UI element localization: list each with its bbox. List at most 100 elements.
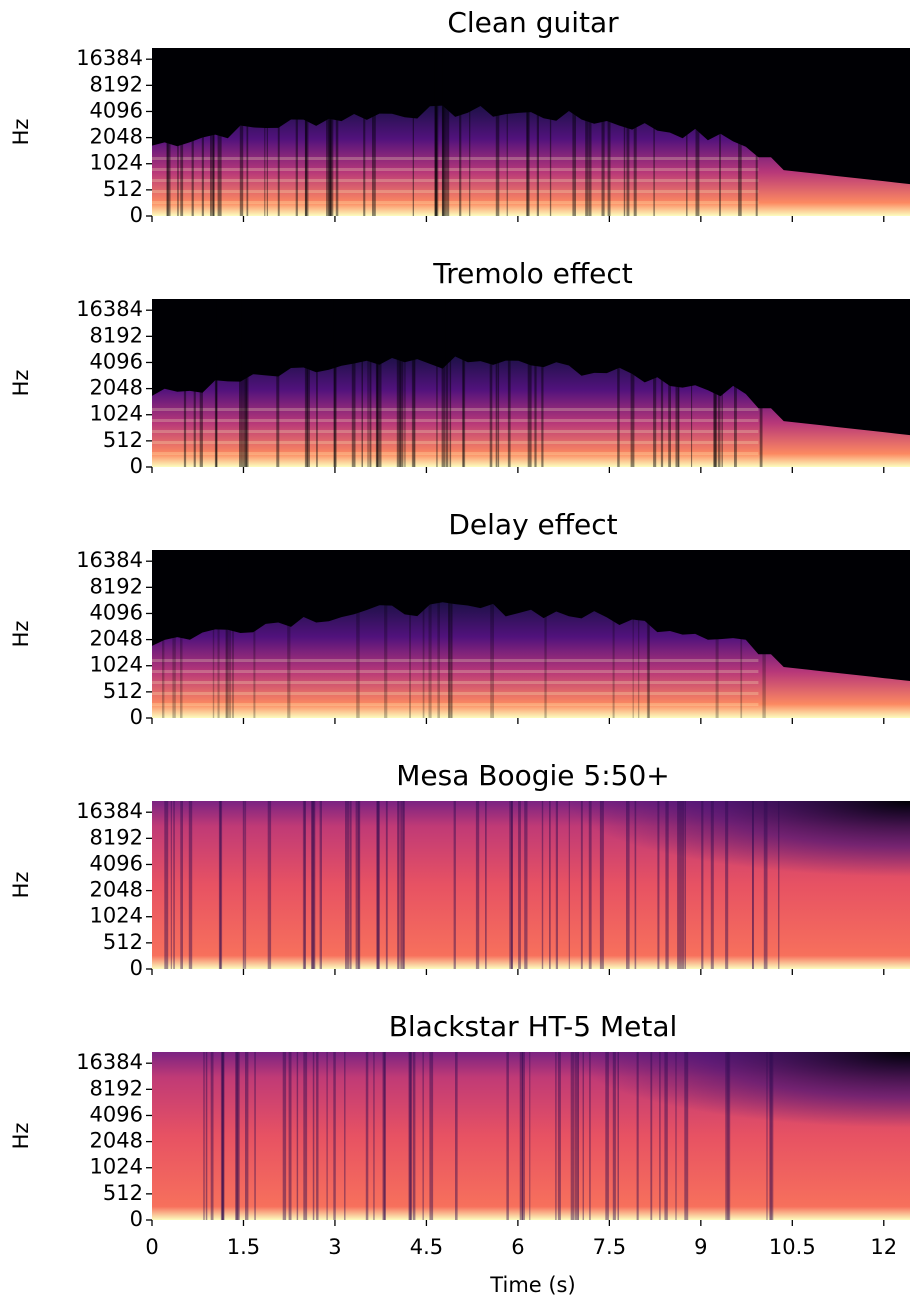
- onset-stripe: [276, 299, 280, 467]
- onset-stripe: [330, 48, 334, 216]
- onset-stripe: [725, 1052, 729, 1220]
- onset-stripe: [738, 48, 742, 216]
- onset-stripe: [445, 299, 449, 467]
- panel: [152, 48, 910, 216]
- onset-stripe: [349, 801, 352, 969]
- harmonic-band: [152, 201, 759, 204]
- y-tick-label: 8192: [90, 825, 143, 849]
- onset-stripe: [601, 48, 605, 216]
- onset-stripe: [213, 48, 215, 216]
- onset-stripe: [717, 299, 721, 467]
- onset-stripe: [607, 48, 611, 216]
- onset-stripe: [422, 1052, 424, 1220]
- harmonic-band: [152, 681, 759, 684]
- onset-stripe: [459, 48, 462, 216]
- x-axis-label: Time (s): [489, 1273, 575, 1297]
- y-tick-label: 4096: [90, 98, 143, 122]
- onset-stripe: [304, 299, 308, 467]
- onset-stripe: [376, 801, 380, 969]
- onset-stripe: [201, 48, 204, 216]
- onset-stripe: [319, 801, 322, 969]
- onset-stripe: [384, 550, 388, 718]
- onset-stripe: [302, 801, 306, 969]
- y-tick-label: 1024: [90, 402, 143, 426]
- onset-stripe: [355, 801, 360, 969]
- harmonic-band: [152, 703, 759, 706]
- onset-stripe: [495, 299, 498, 467]
- onset-stripe: [762, 550, 766, 718]
- onset-stripe: [725, 801, 729, 969]
- harmonic-band: [152, 190, 759, 193]
- onset-stripe: [448, 550, 452, 718]
- y-tick-label: 8192: [90, 1076, 143, 1100]
- y-tick-label: 0: [130, 454, 143, 478]
- onset-stripe: [215, 299, 218, 467]
- x-tick-label: 4.5: [410, 1235, 443, 1259]
- spectrogram-fade: [152, 801, 910, 969]
- onset-stripe: [568, 801, 570, 969]
- onset-stripe: [305, 48, 307, 216]
- harmonic-band: [152, 168, 759, 171]
- onset-stripe: [710, 801, 714, 969]
- onset-stripe: [636, 1052, 639, 1220]
- onset-stripe: [326, 48, 328, 216]
- onset-stripe: [570, 1052, 575, 1220]
- onset-stripe: [589, 1052, 591, 1220]
- y-tick-label: 4096: [90, 349, 143, 373]
- panel: [152, 1052, 910, 1220]
- onset-stripe: [434, 48, 439, 216]
- y-tick-label: 0: [130, 705, 143, 729]
- harmonic-band: [152, 408, 759, 411]
- onset-stripe: [678, 299, 680, 467]
- onset-stripe: [684, 1052, 689, 1220]
- onset-stripe: [453, 801, 456, 969]
- onset-stripe: [311, 801, 316, 969]
- onset-stripe: [713, 299, 717, 467]
- onset-stripe: [222, 1052, 224, 1220]
- onset-stripe: [166, 48, 169, 216]
- onset-stripe: [660, 299, 664, 467]
- onset-stripe: [413, 299, 416, 467]
- onset-stripe: [239, 299, 242, 467]
- onset-stripe: [557, 1052, 561, 1220]
- onset-stripe: [306, 299, 310, 467]
- onset-stripe: [363, 48, 366, 216]
- onset-stripe: [365, 1052, 369, 1220]
- onset-stripe: [245, 801, 247, 969]
- onset-stripe: [451, 550, 453, 718]
- onset-stripe: [333, 299, 336, 467]
- onset-stripe: [675, 299, 679, 467]
- onset-stripe: [254, 1052, 256, 1220]
- onset-stripe: [236, 1052, 240, 1220]
- onset-stripe: [404, 299, 406, 467]
- y-tick-label: 4096: [90, 600, 143, 624]
- chart-title: Mesa Boogie 5:50+: [396, 759, 670, 792]
- onset-stripe: [409, 1052, 412, 1220]
- y-tick-label: 512: [103, 428, 143, 452]
- y-tick-label: 8192: [90, 323, 143, 347]
- onset-stripe: [219, 801, 223, 969]
- onset-stripe: [769, 1052, 774, 1220]
- onset-stripe: [345, 801, 349, 969]
- onset-stripe: [665, 801, 669, 969]
- y-tick-label: 1024: [90, 1155, 143, 1179]
- chart-title: Blackstar HT-5 Metal: [389, 1010, 678, 1043]
- onset-stripe: [377, 299, 382, 467]
- onset-stripe: [766, 1052, 768, 1220]
- onset-stripe: [441, 48, 444, 216]
- onset-stripe: [511, 801, 513, 969]
- onset-stripe: [524, 801, 528, 969]
- onset-stripe: [759, 299, 763, 467]
- onset-stripe: [205, 1052, 208, 1220]
- panel: [152, 299, 910, 467]
- x-tick-label: 10.5: [769, 1235, 816, 1259]
- onset-stripe: [701, 801, 704, 969]
- onset-stripe: [376, 801, 380, 969]
- onset-stripe: [212, 48, 214, 216]
- onset-stripe: [436, 299, 438, 467]
- onset-stripe: [448, 550, 451, 718]
- onset-stripe: [469, 48, 471, 216]
- onset-stripe: [752, 801, 754, 969]
- y-tick-label: 8192: [90, 72, 143, 96]
